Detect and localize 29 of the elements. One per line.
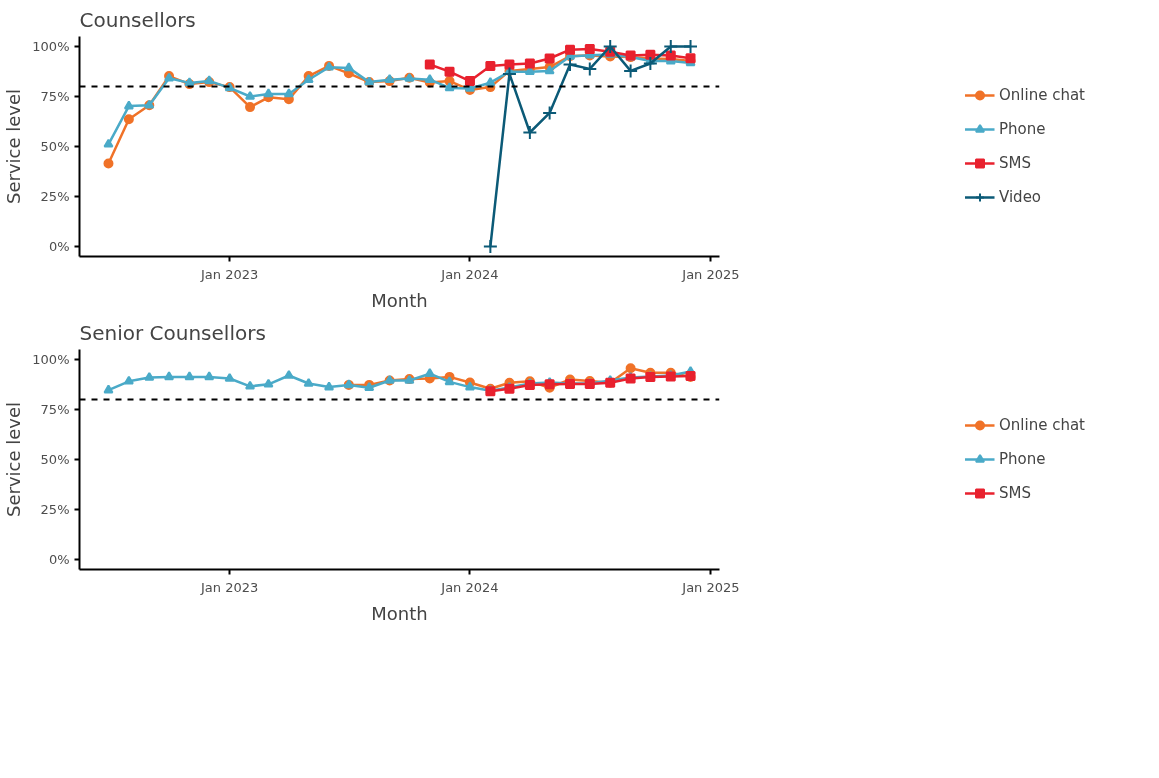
legend-label: Online chat — [999, 416, 1085, 434]
legend-label: SMS — [999, 154, 1032, 172]
y-tick-label: 25% — [40, 502, 70, 517]
y-tick-label: 50% — [40, 139, 70, 154]
legend-label: Phone — [999, 450, 1046, 468]
y-tick-label: 75% — [40, 402, 70, 417]
legend-label: Video — [999, 188, 1042, 206]
legend-label: SMS — [999, 484, 1032, 502]
y-tick-label: 0% — [48, 239, 70, 254]
x-axis-title: Month — [371, 289, 428, 311]
x-tick-label: Jan 2024 — [440, 266, 499, 282]
x-axis-title: Month — [371, 602, 428, 624]
y-tick-label: 50% — [40, 452, 70, 467]
y-tick-label: 100% — [32, 39, 70, 54]
x-tick-label: Jan 2023 — [200, 266, 259, 282]
x-tick-label: Jan 2025 — [681, 266, 740, 282]
chart-title: Counsellors — [79, 7, 196, 32]
y-axis-title: Service level — [3, 88, 25, 205]
x-tick-label: Jan 2023 — [200, 579, 259, 595]
y-tick-label: 0% — [48, 552, 70, 567]
x-tick-label: Jan 2025 — [681, 579, 740, 595]
y-tick-label: 25% — [40, 189, 70, 204]
y-tick-label: 75% — [40, 89, 70, 104]
y-tick-label: 100% — [32, 352, 70, 367]
y-axis-title: Service level — [3, 401, 25, 518]
legend-label: Online chat — [999, 86, 1085, 104]
chart-title: Senior Counsellors — [79, 320, 266, 345]
legend-label: Phone — [999, 120, 1046, 138]
x-tick-label: Jan 2024 — [440, 579, 499, 595]
